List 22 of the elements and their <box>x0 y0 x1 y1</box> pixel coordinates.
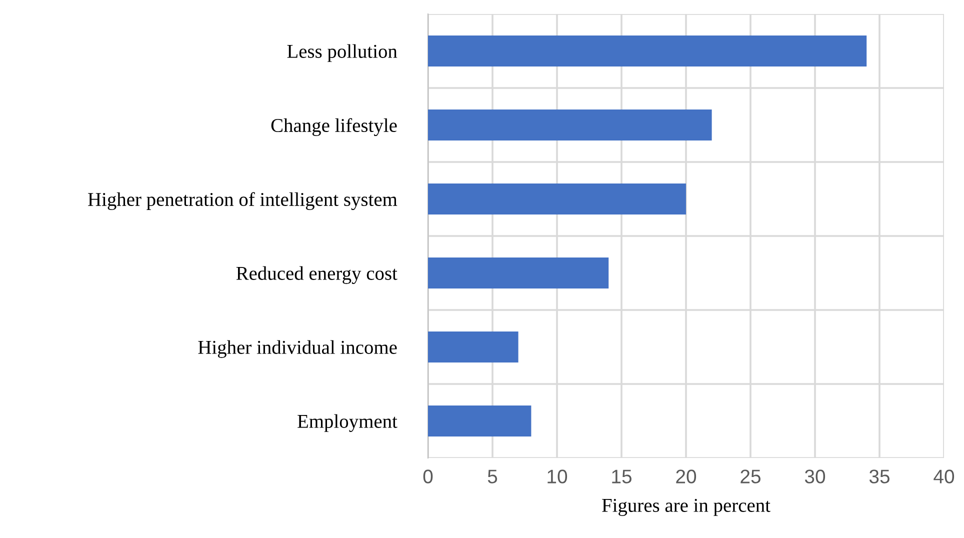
bar <box>428 257 609 289</box>
x-tick-label: 10 <box>548 470 568 484</box>
y-tick-label: Employment <box>298 414 398 432</box>
x-tick-label: 0 <box>423 470 433 484</box>
y-tick-label: Reduced energy cost <box>236 266 398 284</box>
x-tick-label: 40 <box>934 470 954 484</box>
y-tick-label: Higher individual income <box>198 340 397 358</box>
y-tick-label: Less pollution <box>287 44 398 62</box>
bar <box>428 405 532 437</box>
x-axis-title: Figures are in percent <box>602 498 770 516</box>
bar <box>428 183 686 215</box>
bar <box>428 331 518 363</box>
x-tick-label: 20 <box>676 470 696 484</box>
x-tick-label: 15 <box>612 470 632 484</box>
y-tick-label: Higher penetration of intelligent system <box>88 192 398 210</box>
x-tick-label: 5 <box>488 470 498 484</box>
x-tick-label: 35 <box>869 470 890 484</box>
bar <box>428 35 867 67</box>
y-tick-label: Change lifestyle <box>271 118 397 136</box>
bar <box>428 109 712 141</box>
x-tick-label: 25 <box>740 470 760 484</box>
x-tick-label: 30 <box>804 470 826 484</box>
